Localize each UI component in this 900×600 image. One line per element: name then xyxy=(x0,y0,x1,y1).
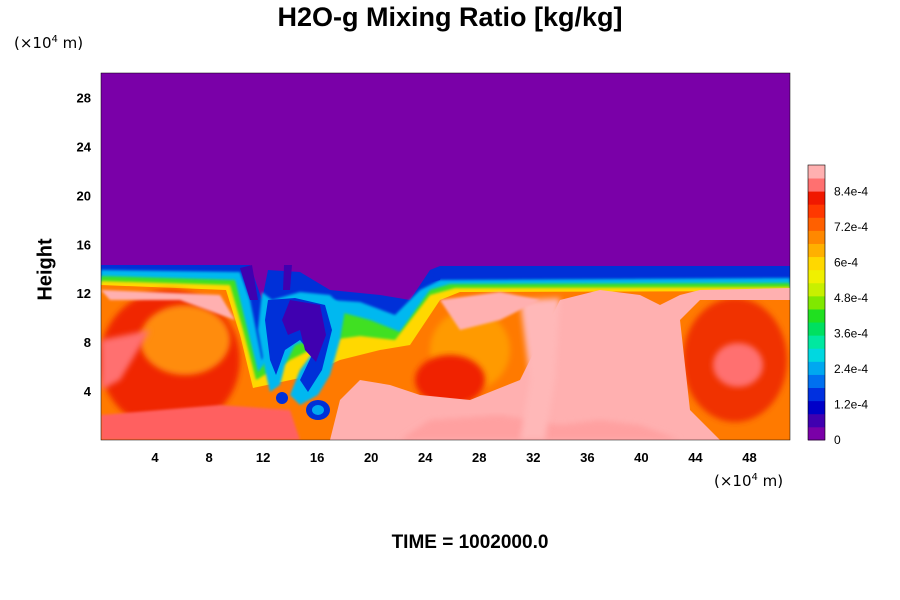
colorbar-swatch xyxy=(808,269,825,284)
colorbar-swatch xyxy=(808,230,825,244)
colorbar-swatch xyxy=(808,178,825,192)
y-tick-label: 28 xyxy=(77,90,91,105)
y-tick-label: 4 xyxy=(84,384,92,399)
colorbar-swatch xyxy=(808,387,825,402)
y-tick-label: 8 xyxy=(84,335,91,350)
x-tick-label: 12 xyxy=(256,450,270,465)
colorbar-swatch xyxy=(808,191,825,205)
time-label: TIME = 1002000.0 xyxy=(391,532,549,553)
colorbar-tick-label: 2.4e-4 xyxy=(834,362,868,376)
colorbar-swatch xyxy=(808,256,825,271)
colorbar-swatch xyxy=(808,243,825,258)
x-tick-label: 36 xyxy=(580,450,594,465)
colorbar-tick-label: 8.4e-4 xyxy=(834,185,868,199)
colorbar: 0 1.2e-4 2.4e-4 3.6e-4 4.8e-4 6e-4 7.2e-4 8.4e-… xyxy=(807,164,868,447)
x-tick-label: 44 xyxy=(688,450,703,465)
chart-title: H2O-g Mixing Ratio [kg/kg] xyxy=(277,2,623,32)
colorbar-swatch xyxy=(808,217,825,231)
colorbar-swatch xyxy=(808,204,825,218)
colorbar-tick-label: 3.6e-4 xyxy=(834,327,868,341)
colorbar-tick-label: 1.2e-4 xyxy=(834,398,868,412)
colorbar-swatch xyxy=(808,335,825,349)
y-tick-label: 16 xyxy=(77,237,91,252)
colorbar-tick-label: 7.2e-4 xyxy=(834,220,868,234)
x-tick-label: 16 xyxy=(310,450,324,465)
plot-frame xyxy=(100,72,791,441)
colorbar-swatch xyxy=(808,361,825,375)
x-tick-label: 4 xyxy=(151,450,159,465)
x-tick-label: 32 xyxy=(526,450,540,465)
y-axis-ticks: 4 8 12 16 20 24 28 xyxy=(77,90,92,399)
mixing-ratio-field xyxy=(101,73,790,440)
x-axis-unit: (×104 m) xyxy=(714,472,784,490)
colorbar-swatch xyxy=(808,413,825,428)
colorbar-tick-label: 6e-4 xyxy=(834,256,858,270)
colorbar-swatch xyxy=(808,309,825,323)
colorbar-frame xyxy=(807,164,826,441)
colorbar-swatch xyxy=(808,400,825,415)
y-tick-label: 24 xyxy=(77,139,92,154)
x-tick-label: 20 xyxy=(364,450,378,465)
x-tick-label: 28 xyxy=(472,450,486,465)
x-tick-label: 48 xyxy=(742,450,756,465)
y-tick-label: 20 xyxy=(77,188,91,203)
colorbar-swatch xyxy=(808,426,825,441)
x-axis-ticks: 4 8 12 16 20 24 28 32 36 40 44 48 xyxy=(151,450,756,465)
colorbar-swatch xyxy=(808,295,825,310)
colorbar-tick-label: 0 xyxy=(834,433,841,447)
x-tick-label: 24 xyxy=(418,450,433,465)
y-tick-label: 12 xyxy=(77,286,91,301)
colorbar-swatch xyxy=(808,165,825,179)
colorbar-tick-label: 4.8e-4 xyxy=(834,291,868,305)
x-tick-label: 40 xyxy=(634,450,648,465)
x-tick-label: 8 xyxy=(205,450,212,465)
colorbar-swatch xyxy=(808,322,825,336)
colorbar-swatch xyxy=(808,374,825,389)
colorbar-swatch xyxy=(808,282,825,297)
y-axis-unit: (×104 m) xyxy=(14,34,84,52)
colorbar-swatch xyxy=(808,348,825,362)
